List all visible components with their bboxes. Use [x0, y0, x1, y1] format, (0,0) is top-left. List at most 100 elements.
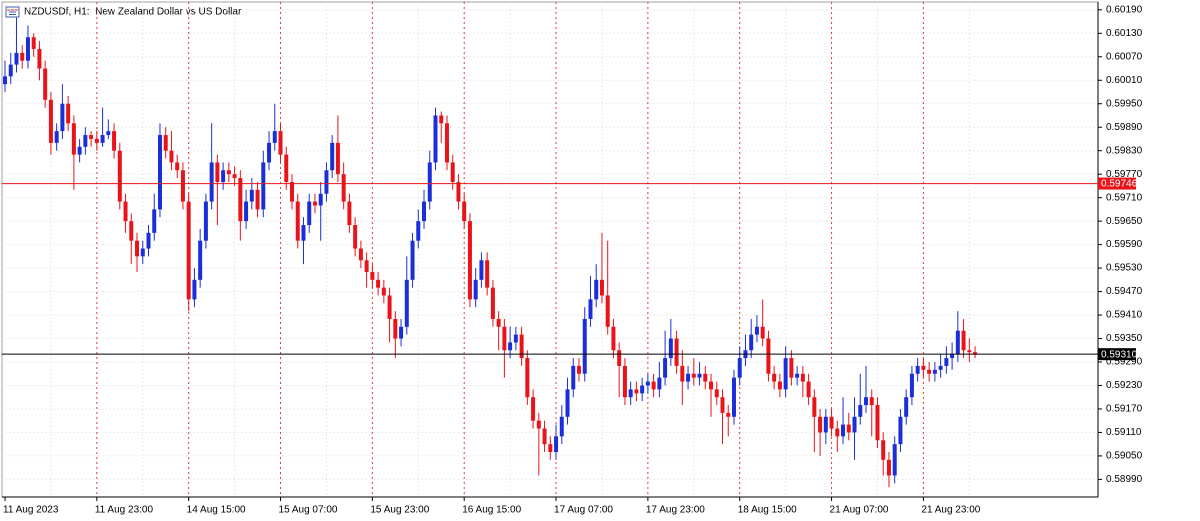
- candle-body: [622, 365, 627, 398]
- candle-body: [335, 142, 340, 175]
- y-tick-label: 0.59590: [1106, 239, 1143, 250]
- candle-body: [795, 373, 800, 378]
- candle-body: [864, 397, 868, 406]
- candle-body: [77, 146, 82, 155]
- candle-body: [892, 444, 897, 476]
- candle-body: [519, 334, 524, 359]
- candle-body: [169, 150, 174, 163]
- y-tick-label: 0.60010: [1106, 75, 1143, 86]
- candle-body: [668, 338, 673, 359]
- candle-body: [869, 397, 874, 406]
- candle-body: [697, 373, 702, 378]
- candle-body: [238, 178, 243, 222]
- candle-body: [783, 358, 788, 390]
- plot-border: [1, 1, 1099, 498]
- candle-body: [571, 365, 576, 390]
- candle-body: [347, 201, 352, 226]
- candle-body: [754, 326, 759, 335]
- candle-body: [927, 369, 932, 374]
- candle-body: [605, 295, 610, 327]
- x-tick-label: 18 Aug 15:00: [738, 505, 797, 516]
- price-label: 0.59310: [1101, 349, 1138, 360]
- candle-body: [858, 405, 863, 417]
- candle-body: [955, 330, 960, 355]
- price-label-box: [1098, 348, 1136, 361]
- y-tick-label: 0.59050: [1106, 451, 1143, 462]
- candle-body: [60, 103, 65, 132]
- y-tick-label: 0.59770: [1106, 169, 1143, 180]
- candle-body: [835, 428, 840, 437]
- candle-body: [852, 416, 857, 433]
- candle-body: [399, 326, 404, 339]
- x-tick-label: 15 Aug 23:00: [370, 505, 429, 516]
- candle-body: [324, 170, 329, 194]
- labels: 0.60190 0.60130 0.60070 0.60010 0.59950 0.598…: [3, 4, 1143, 515]
- candle-body: [766, 338, 771, 374]
- x-tick-label: 16 Aug 15:00: [462, 505, 521, 516]
- grid: [2, 2, 1098, 497]
- candle-body: [43, 68, 48, 100]
- candle-body: [284, 154, 289, 182]
- candle-body: [950, 354, 955, 359]
- y-tick-label: 0.59890: [1106, 122, 1143, 133]
- candle-body: [106, 131, 111, 136]
- candle-body: [485, 260, 490, 288]
- candle-body: [617, 350, 622, 366]
- x-tick-label: 17 Aug 23:00: [646, 505, 705, 516]
- y-tick-label: 0.59410: [1106, 310, 1143, 321]
- candle-body: [961, 330, 966, 351]
- candle-body: [14, 52, 19, 65]
- candle-body: [433, 115, 438, 163]
- candle-body: [674, 338, 679, 366]
- candle-body: [531, 397, 536, 421]
- x-tick-label: 11 Aug 2023: [3, 505, 59, 516]
- candle-body: [548, 444, 553, 452]
- candle-body: [823, 416, 828, 433]
- candle-body: [496, 318, 501, 327]
- candle-body: [875, 405, 880, 441]
- candle-body: [536, 420, 541, 429]
- price-label: 0.59746: [1101, 179, 1138, 190]
- candle-body: [20, 52, 25, 61]
- candle-body: [71, 123, 76, 155]
- candle-body: [490, 287, 495, 319]
- chart-title: NZDUSDf, H1: New Zealand Dollar vs US Do…: [24, 7, 242, 18]
- y-tick-label: 0.60070: [1106, 51, 1143, 62]
- candle-body: [565, 389, 570, 417]
- candle-body: [278, 131, 283, 155]
- candle-body: [944, 358, 949, 366]
- candle-body: [422, 201, 427, 222]
- candle-body: [479, 260, 484, 280]
- candle-body: [462, 201, 467, 222]
- candle-body: [198, 240, 203, 280]
- candle-body: [967, 350, 972, 353]
- candle-body: [244, 201, 249, 222]
- candle-body: [588, 299, 593, 319]
- candle-body: [312, 201, 317, 206]
- candle-body: [513, 334, 518, 343]
- candle-body: [737, 358, 742, 378]
- candle-body: [100, 135, 105, 143]
- candle-body: [691, 373, 696, 378]
- candle-body: [163, 135, 168, 151]
- candle-body: [881, 440, 886, 460]
- candle-body: [353, 225, 358, 249]
- candle-body: [272, 131, 277, 143]
- candle-body: [112, 131, 117, 151]
- candle-body: [973, 352, 978, 355]
- candle-body: [267, 142, 272, 163]
- candle-body: [554, 436, 559, 452]
- candle-body: [255, 189, 260, 210]
- candle-body: [904, 397, 909, 417]
- candle-body: [594, 279, 599, 300]
- candle-body: [8, 64, 13, 77]
- symbol-icon: [5, 6, 20, 18]
- y-tick-label: 0.59470: [1106, 286, 1143, 297]
- candle-body: [525, 358, 530, 398]
- candle-body: [341, 174, 346, 202]
- candle-body: [772, 373, 777, 382]
- candle-body: [175, 162, 180, 171]
- y-tick-label: 0.59110: [1106, 427, 1142, 438]
- candle-body: [846, 424, 851, 433]
